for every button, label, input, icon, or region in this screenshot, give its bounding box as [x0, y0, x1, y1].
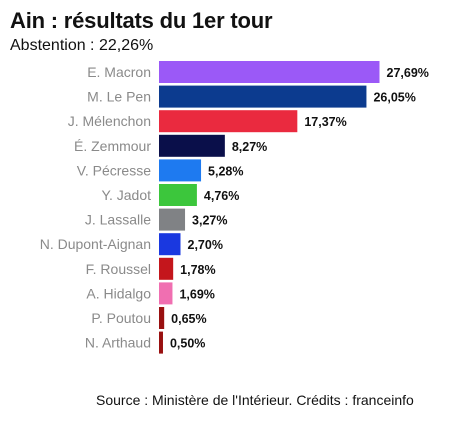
source-credit: Source : Ministère de l'Intérieur. Crédi…: [96, 392, 414, 408]
category-label-f-roussel: F. Roussel: [86, 261, 151, 277]
bar-v-pecresse: [159, 159, 202, 182]
category-label-n-dupont-aignan: N. Dupont-Aignan: [40, 236, 151, 252]
value-label-n-arthaud: 0,50%: [170, 337, 205, 351]
category-label-e-macron: E. Macron: [87, 64, 151, 80]
bar-e-zemmour: [159, 134, 225, 157]
value-label-p-poutou: 0,65%: [171, 312, 206, 326]
category-label-p-poutou: P. Poutou: [91, 310, 151, 326]
bar-y-jadot: [159, 184, 197, 206]
category-label-v-pecresse: V. Pécresse: [77, 162, 151, 178]
value-label-j-lassalle: 3,27%: [192, 214, 227, 228]
bar-j-lassalle: [159, 208, 186, 231]
category-label-j-lassalle: J. Lassalle: [85, 212, 151, 228]
value-label-e-zemmour: 8,27%: [232, 140, 267, 154]
value-label-v-pecresse: 5,28%: [208, 164, 243, 178]
category-label-m-le-pen: M. Le Pen: [87, 89, 151, 105]
bar-chart: E. Macron 27,69% M. Le Pen 26,05% J. Mélench…: [40, 61, 429, 354]
category-label-n-arthaud: N. Arthaud: [85, 335, 151, 351]
category-label-j-melenchon: J. Mélenchon: [68, 113, 151, 129]
bar-n-dupont-aignan: [159, 233, 181, 256]
category-label-a-hidalgo: A. Hidalgo: [86, 285, 151, 301]
value-label-f-roussel: 1,78%: [180, 263, 215, 277]
bar-e-macron: [159, 61, 380, 83]
value-label-e-macron: 27,69%: [387, 66, 429, 80]
bar-p-poutou: [159, 307, 165, 329]
value-label-a-hidalgo: 1,69%: [179, 287, 214, 301]
bar-a-hidalgo: [159, 282, 173, 305]
value-label-m-le-pen: 26,05%: [373, 91, 415, 105]
value-label-n-dupont-aignan: 2,70%: [188, 238, 223, 252]
bar-j-melenchon: [159, 110, 298, 133]
value-label-y-jadot: 4,76%: [204, 189, 239, 203]
category-label-e-zemmour: É. Zemmour: [74, 138, 151, 154]
bar-f-roussel: [159, 257, 174, 280]
category-label-y-jadot: Y. Jadot: [101, 187, 151, 203]
bar-m-le-pen: [159, 85, 367, 108]
chart-subtitle: Abstention : 22,26%: [10, 37, 154, 54]
value-label-j-melenchon: 17,37%: [304, 115, 346, 129]
chart-title: Ain : résultats du 1er tour: [10, 8, 273, 33]
bar-n-arthaud: [159, 331, 163, 354]
